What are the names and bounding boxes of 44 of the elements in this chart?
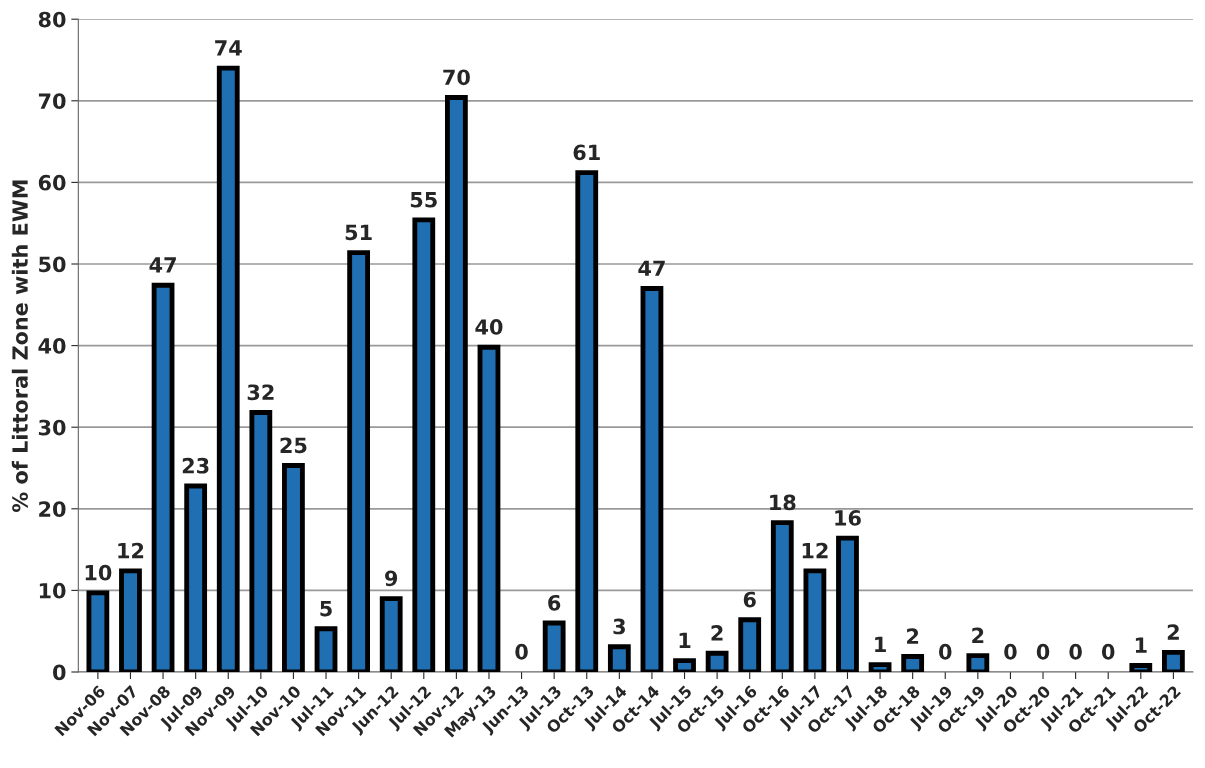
data-label: 0	[515, 643, 528, 660]
y-tick-label: 30	[38, 419, 66, 436]
data-label: 12	[118, 542, 144, 559]
data-label: 25	[280, 437, 307, 454]
y-tick-label: 70	[38, 93, 66, 110]
data-label: 74	[215, 40, 242, 56]
data-label: 47	[149, 257, 176, 273]
data-label: 55	[410, 192, 437, 208]
data-label: 0	[1004, 643, 1017, 660]
data-label: 1	[875, 636, 886, 652]
y-axis-title: % of Littoral Zone with EWM	[11, 180, 28, 512]
y-tick-label: 80	[38, 11, 66, 28]
data-label: 9	[385, 570, 398, 587]
data-label: 61	[573, 144, 600, 161]
data-label: 1	[679, 632, 691, 648]
data-label: 70	[443, 69, 470, 86]
data-label: 6	[743, 591, 756, 608]
data-label: 1	[1135, 637, 1147, 653]
data-label: 2	[907, 628, 919, 644]
data-label: 0	[1101, 643, 1115, 660]
data-label: 5	[320, 600, 332, 617]
data-label: 2	[1167, 624, 1179, 640]
y-tick-label: 10	[39, 582, 66, 599]
data-label: 51	[345, 224, 372, 241]
data-label: 3	[613, 618, 625, 635]
y-tick-label: 40	[38, 338, 66, 354]
data-label: 18	[770, 494, 796, 511]
data-label: 0	[939, 643, 952, 660]
data-label: 0	[1069, 643, 1082, 660]
data-label: 10	[85, 564, 112, 581]
data-label: 47	[638, 260, 665, 276]
data-label: 2	[972, 627, 984, 644]
y-tick-label: 60	[38, 174, 66, 191]
data-label: 16	[835, 510, 861, 526]
data-label: 40	[475, 319, 503, 335]
data-label: 6	[548, 594, 561, 611]
data-label: 2	[711, 625, 723, 641]
data-label: 23	[182, 457, 209, 474]
y-tick-label: 20	[39, 501, 66, 518]
data-label: 12	[802, 542, 828, 559]
y-tick-label: 0	[53, 664, 66, 681]
y-tick-label: 50	[39, 256, 66, 273]
data-label: 0	[1036, 643, 1050, 660]
data-label: 32	[247, 384, 274, 401]
